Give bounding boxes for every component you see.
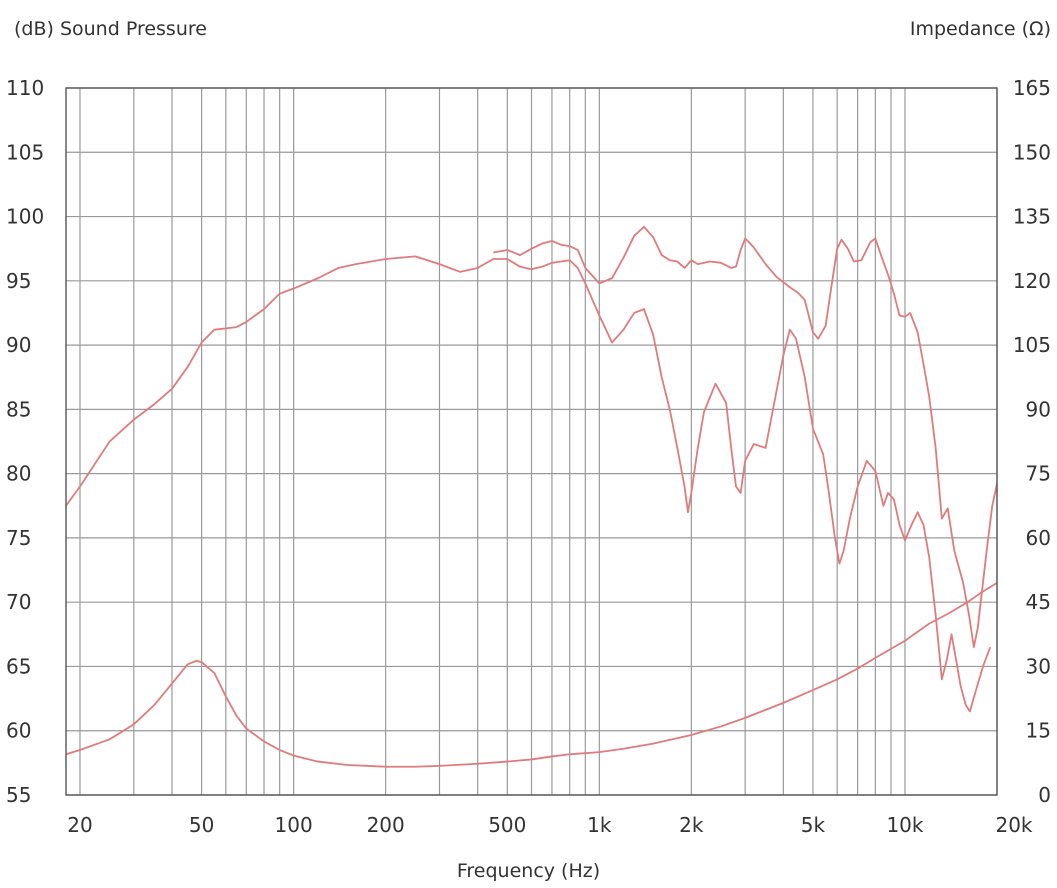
y-left-tick-label: 85 <box>6 397 31 421</box>
y-right-tick-label: 135 <box>1013 205 1051 229</box>
left-axis-title: (dB) Sound Pressure <box>14 18 207 40</box>
y-left-tick-label: 70 <box>6 590 31 614</box>
series-line-1 <box>65 255 992 713</box>
y-right-tick-label: 45 <box>1026 590 1051 614</box>
y-right-tick-label: 30 <box>1026 654 1051 678</box>
series-line-3 <box>65 582 998 768</box>
x-tick-label: 2k <box>679 813 704 837</box>
series-lines <box>65 225 998 768</box>
y-right-tick-label: 0 <box>1038 783 1051 807</box>
x-tick-label: 5k <box>801 813 826 837</box>
x-tick-label: 50 <box>189 813 214 837</box>
y-left-tick-label: 55 <box>6 783 31 807</box>
x-tick-label: 200 <box>367 813 405 837</box>
y-left-tick-label: 90 <box>6 333 31 357</box>
y-left-tick-label: 75 <box>6 526 31 550</box>
right-axis-title: Impedance (Ω) <box>909 18 1051 40</box>
x-tick-label: 20k <box>995 813 1032 837</box>
y-left-tick-label: 110 <box>6 76 44 100</box>
y-right-tick-label: 60 <box>1026 526 1051 550</box>
y-right-tick-label: 105 <box>1013 333 1051 357</box>
y-left-tick-label: 100 <box>6 205 44 229</box>
x-tick-label: 1k <box>587 813 612 837</box>
y-right-tick-label: 165 <box>1013 76 1051 100</box>
plot-frame <box>65 87 998 796</box>
y-right-tick-label: 75 <box>1026 462 1051 486</box>
x-tick-label: 500 <box>488 813 526 837</box>
tick-labels: 55 0 60 15 65 30 70 45 75 60 80 75 85 90 90 105 95 120 100… <box>6 76 1051 837</box>
series-line-2 <box>493 225 998 649</box>
y-left-tick-label: 80 <box>6 462 31 486</box>
y-right-tick-label: 90 <box>1026 397 1051 421</box>
y-left-tick-label: 60 <box>6 719 31 743</box>
y-right-tick-label: 120 <box>1013 269 1051 293</box>
x-tick-label: 10k <box>886 813 923 837</box>
grid-lines <box>66 87 998 796</box>
y-left-tick-label: 65 <box>6 654 31 678</box>
x-axis-title: Frequency (Hz) <box>456 860 601 882</box>
y-right-tick-label: 150 <box>1013 140 1051 164</box>
y-left-tick-label: 105 <box>6 140 44 164</box>
y-right-tick-label: 15 <box>1026 719 1051 743</box>
y-left-tick-label: 95 <box>6 269 31 293</box>
x-tick-label: 100 <box>275 813 313 837</box>
x-tick-label: 20 <box>67 813 92 837</box>
